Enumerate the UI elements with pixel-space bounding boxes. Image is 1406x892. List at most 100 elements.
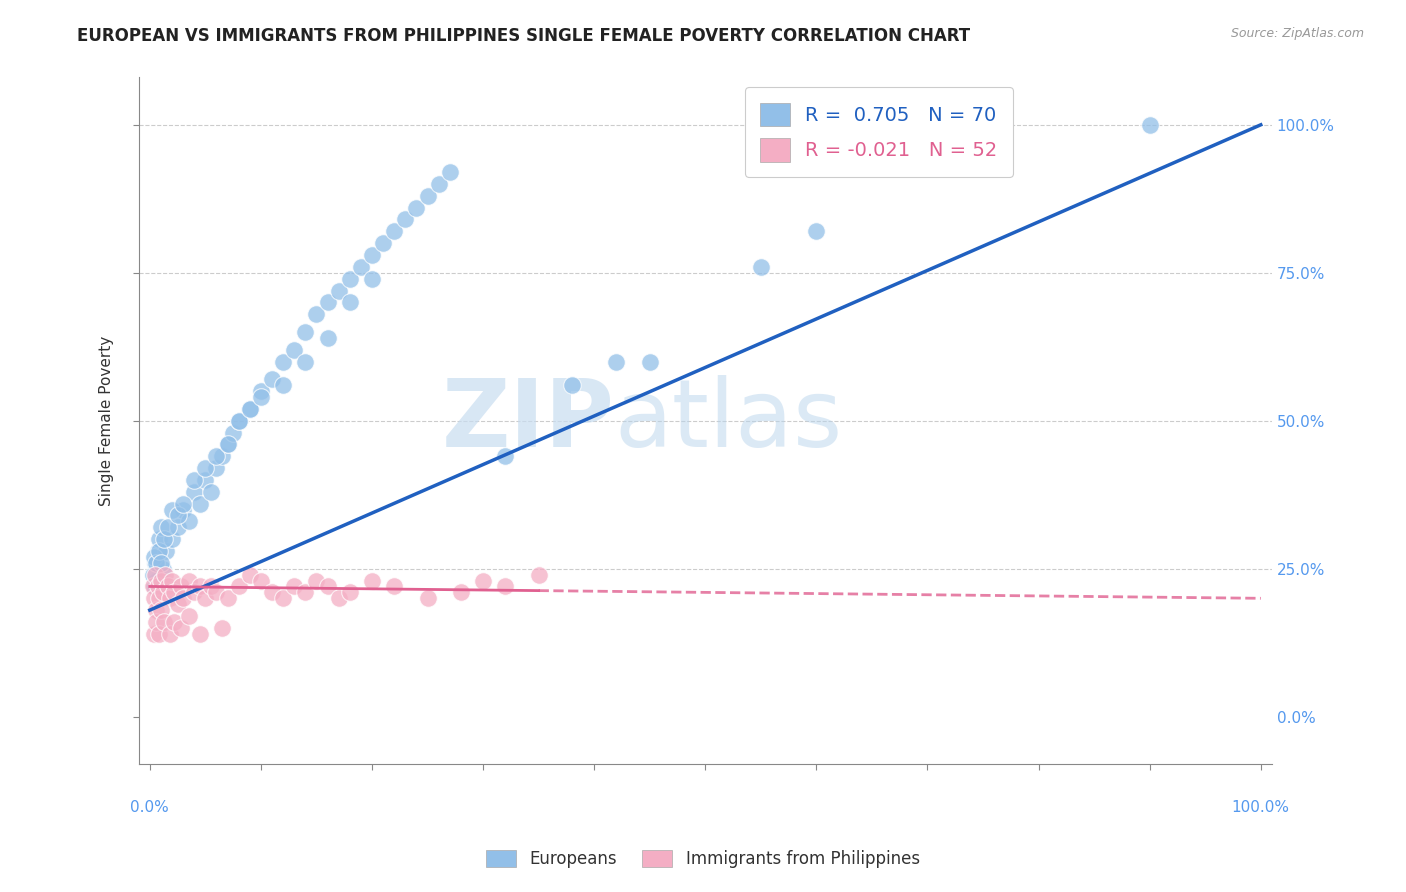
Point [439,165,461,179]
Point [260,585,283,599]
Point [145,574,167,588]
Point [394,212,416,227]
Point [416,591,439,606]
Point [170,579,193,593]
Text: Source: ZipAtlas.com: Source: ZipAtlas.com [1230,27,1364,40]
Point [260,372,283,386]
Point [143,591,166,606]
Point [339,295,361,310]
Point [271,354,294,368]
Point [143,579,166,593]
Text: 0.0%: 0.0% [131,799,169,814]
Point [148,627,170,641]
Point [382,224,405,238]
Point [200,484,222,499]
Point [166,508,188,523]
Point [149,603,172,617]
Point [205,461,228,475]
Point [405,201,427,215]
Point [211,621,233,635]
Point [561,378,583,392]
Point [217,437,239,451]
Point [152,585,174,599]
Point [188,497,211,511]
Point [153,532,176,546]
Point [239,401,262,416]
Point [527,567,550,582]
Point [194,591,217,606]
Point [177,514,200,528]
Point [271,591,294,606]
Point [361,248,384,262]
Point [228,414,250,428]
Point [305,574,328,588]
Point [143,549,166,564]
Point [149,574,172,588]
Point [153,615,176,629]
Point [188,627,211,641]
Point [250,574,273,588]
Point [228,414,250,428]
Point [152,562,174,576]
Point [194,473,217,487]
Point [416,189,439,203]
Y-axis label: Single Female Poverty: Single Female Poverty [100,335,114,506]
Point [339,585,361,599]
Point [328,591,350,606]
Point [228,579,250,593]
Point [328,284,350,298]
Point [350,260,373,274]
Point [294,325,316,339]
Point [145,556,167,570]
Point [222,425,245,440]
Point [283,343,305,357]
Point [156,520,179,534]
Point [155,544,177,558]
Point [146,544,169,558]
Text: atlas: atlas [614,375,842,467]
Point [146,579,169,593]
Point [749,260,772,274]
Point [1139,118,1161,132]
Point [211,449,233,463]
Point [183,473,205,487]
Point [145,615,167,629]
Point [806,224,828,238]
Point [166,520,188,534]
Point [283,579,305,593]
Point [172,591,194,606]
Point [177,609,200,624]
Point [250,390,273,404]
Point [450,585,472,599]
Point [294,585,316,599]
Text: EUROPEAN VS IMMIGRANTS FROM PHILIPPINES SINGLE FEMALE POVERTY CORRELATION CHART: EUROPEAN VS IMMIGRANTS FROM PHILIPPINES … [77,27,970,45]
Point [159,591,181,606]
Point [148,591,170,606]
Point [638,354,661,368]
Point [156,579,179,593]
Point [143,627,166,641]
Point [177,574,200,588]
Point [217,591,239,606]
Point [183,585,205,599]
Point [143,556,166,570]
Point [160,532,183,546]
Point [494,449,516,463]
Point [172,502,194,516]
Point [316,331,339,345]
Point [305,307,328,321]
Point [159,627,181,641]
Point [217,437,239,451]
Point [148,532,170,546]
Point [163,615,186,629]
Point [160,574,183,588]
Point [142,579,165,593]
Point [239,401,262,416]
Point [149,556,172,570]
Point [205,449,228,463]
Point [183,484,205,499]
Point [163,585,186,599]
Point [371,236,394,251]
Point [148,544,170,558]
Point [170,621,193,635]
